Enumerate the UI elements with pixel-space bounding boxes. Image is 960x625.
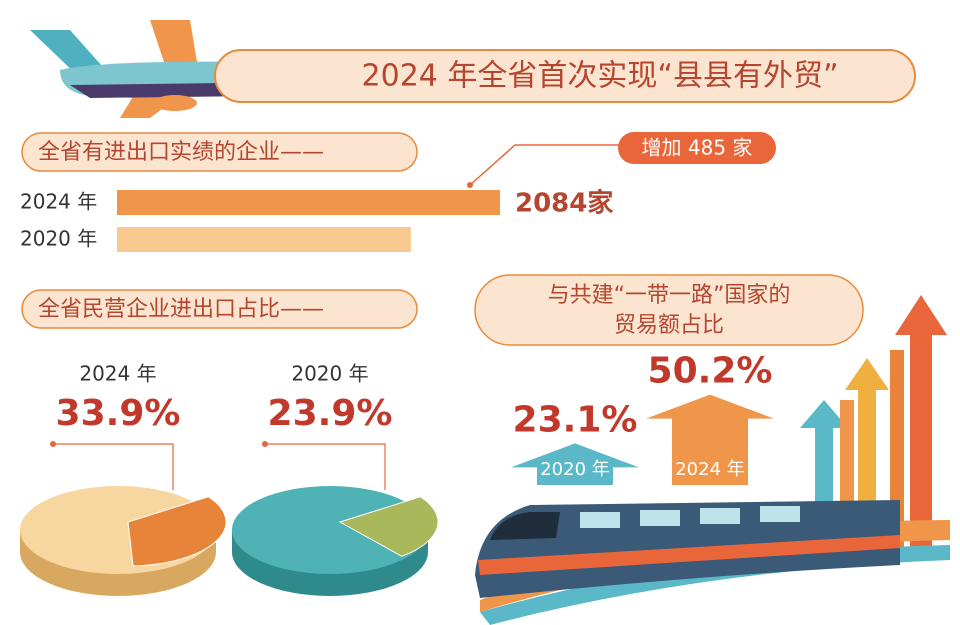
section-pill bbox=[21, 132, 418, 172]
leader-dot bbox=[50, 441, 56, 447]
section-title: 与共建“一带一路”国家的贸易额占比 bbox=[548, 283, 791, 338]
pie-subtitle: 2020 年 bbox=[291, 362, 368, 386]
value-label: 50.2% bbox=[648, 351, 773, 392]
annotation-pill bbox=[618, 132, 776, 164]
value-label: 23.9% bbox=[268, 393, 393, 434]
bar bbox=[117, 227, 411, 252]
annotation: 增加 485 家 bbox=[642, 136, 753, 160]
section-pill bbox=[21, 289, 418, 329]
category-label: 2020 年 bbox=[540, 459, 610, 480]
annotation-line bbox=[469, 144, 620, 186]
pie-subtitle: 2024 年 bbox=[79, 362, 156, 386]
train-illustration bbox=[475, 500, 950, 625]
category-label: 2024 年 bbox=[675, 459, 745, 480]
section-title: 全省民营企业进出口占比—— bbox=[38, 297, 324, 322]
value-label: 33.9% bbox=[56, 393, 181, 434]
pie-slice bbox=[338, 496, 439, 557]
category-label: 2024 年 bbox=[20, 190, 97, 214]
annotation-dot bbox=[467, 182, 473, 188]
pie-slice bbox=[127, 496, 227, 567]
title-banner bbox=[214, 49, 916, 103]
value-label: 23.1% bbox=[513, 399, 638, 440]
arrow-bar bbox=[646, 394, 774, 485]
bar bbox=[117, 190, 500, 215]
arrow-bar bbox=[511, 443, 639, 485]
pie-top bbox=[232, 486, 428, 574]
leader-line bbox=[53, 443, 174, 490]
leader-line bbox=[265, 443, 386, 490]
value-label: 2084家 bbox=[515, 188, 613, 219]
section-title: 全省有进出口实绩的企业—— bbox=[38, 140, 324, 165]
section-pill bbox=[474, 274, 864, 346]
category-label: 2020 年 bbox=[20, 227, 97, 251]
main-title: 2024 年全省首次实现“县县有外贸” bbox=[362, 59, 839, 94]
leader-dot bbox=[262, 441, 268, 447]
